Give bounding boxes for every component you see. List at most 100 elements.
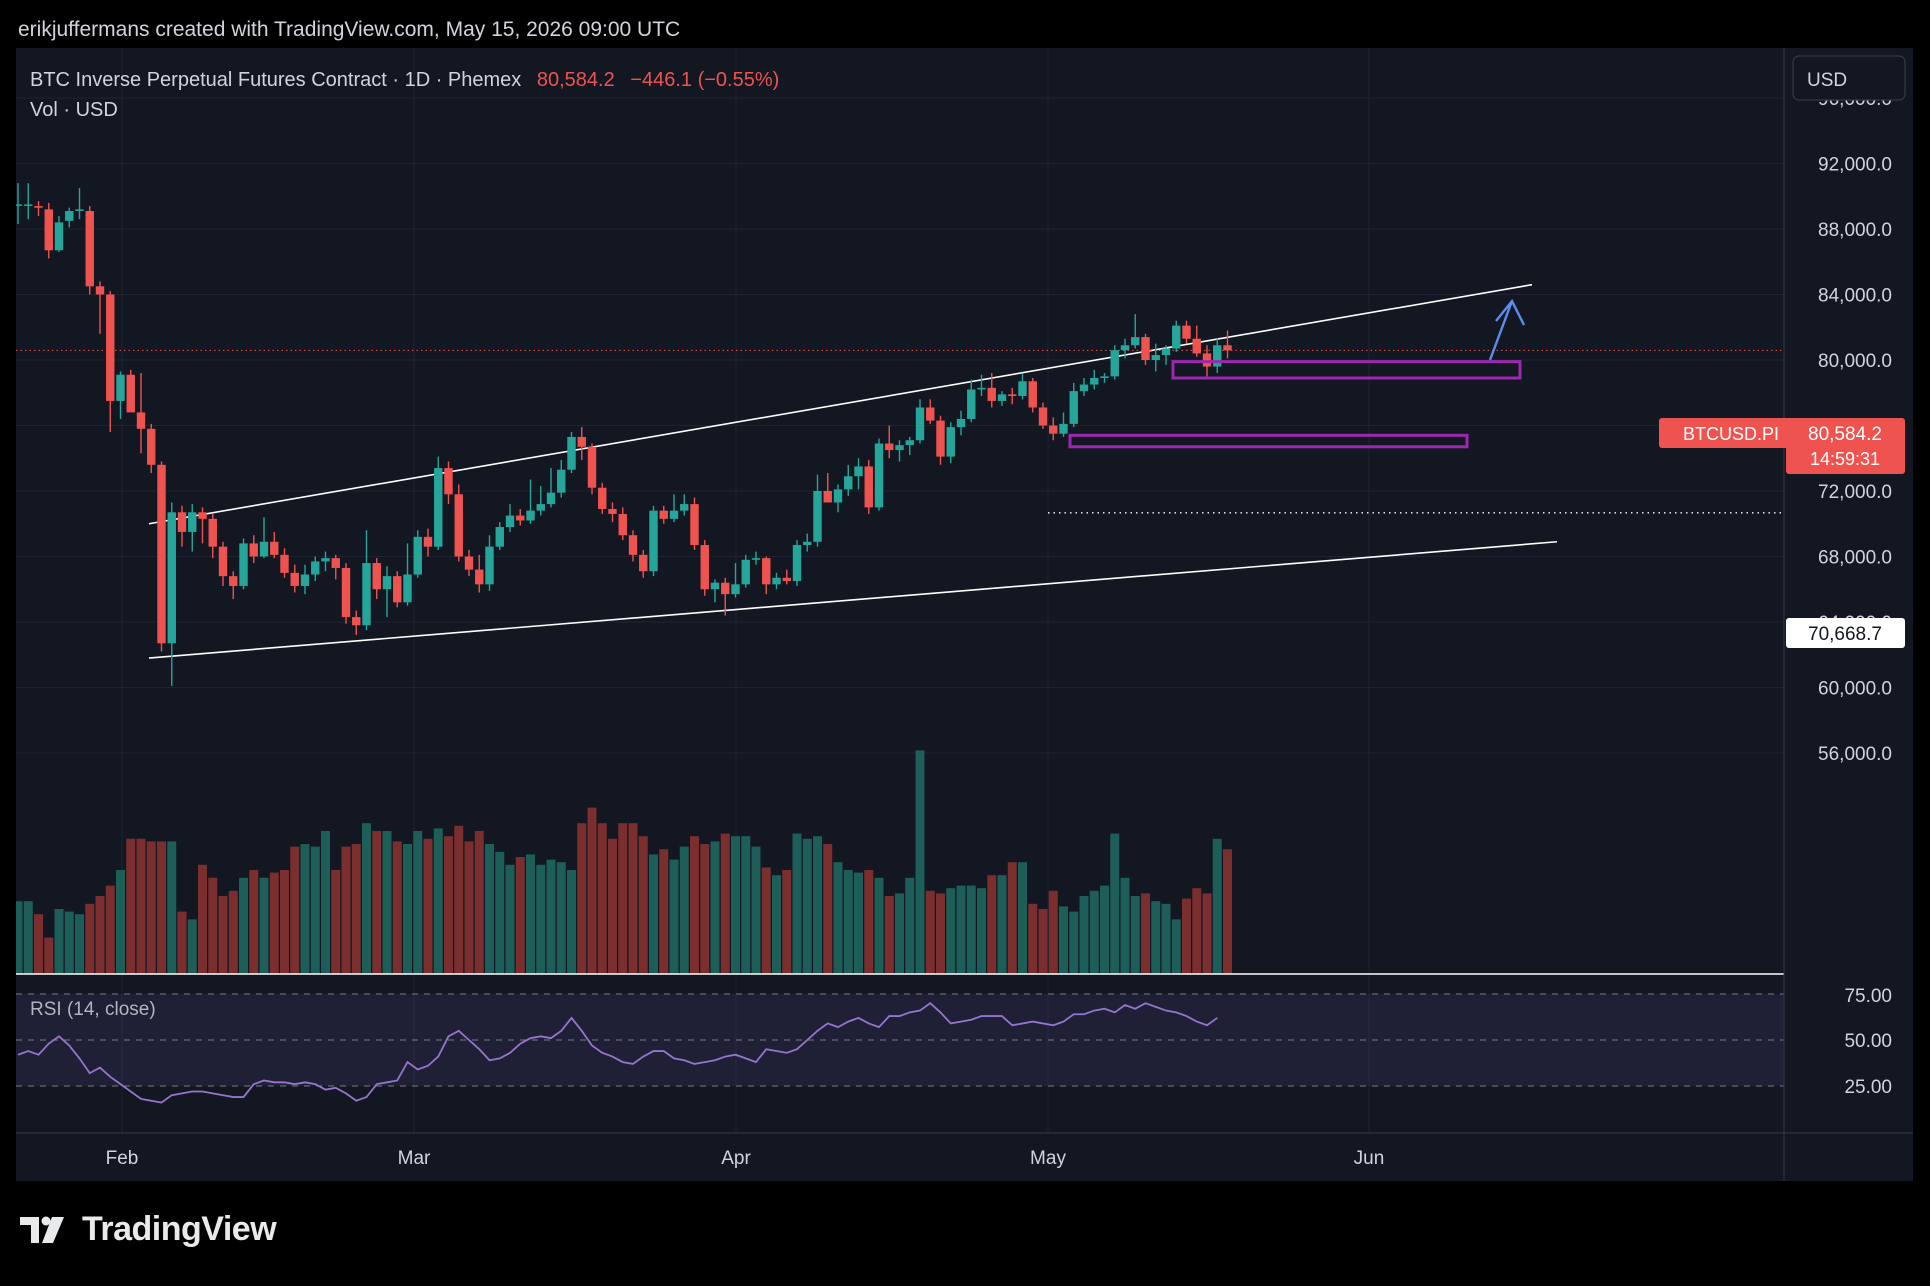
- candle-body: [413, 536, 422, 575]
- arrow-head: [1495, 298, 1526, 326]
- candle-body: [1161, 348, 1171, 356]
- volume-bar: [741, 836, 751, 974]
- rsi-tick-label: 50.00: [1844, 1031, 1892, 1052]
- volume-bars: [13, 750, 1232, 974]
- price-tick-label: 92,000.0: [1818, 155, 1892, 176]
- candle-body: [95, 286, 105, 295]
- volume-bar: [1161, 903, 1171, 974]
- volume-bar: [536, 864, 546, 974]
- volume-bar: [44, 937, 54, 974]
- candle-body: [126, 374, 135, 413]
- candle-body: [577, 436, 586, 447]
- candle-body: [280, 554, 289, 573]
- candle-body: [1172, 325, 1181, 349]
- candle-body: [864, 466, 873, 508]
- candle-body: [290, 572, 299, 586]
- volume-bar: [690, 836, 699, 974]
- candle-body: [936, 420, 945, 457]
- support-zone: [1068, 433, 1469, 449]
- ticker-tag: [1659, 418, 1803, 448]
- tradingview-logo[interactable]: TradingView: [20, 1210, 277, 1249]
- candle-body: [639, 554, 648, 572]
- volume-bar: [608, 838, 617, 974]
- volume-bar: [966, 885, 976, 974]
- candle-body: [495, 527, 504, 547]
- volume-bar: [23, 901, 33, 974]
- candle-body: [106, 294, 115, 401]
- time-tick-label: Apr: [721, 1148, 751, 1169]
- volume-bar: [823, 844, 833, 974]
- candle-body: [772, 577, 781, 585]
- last-price-tag: [1786, 418, 1905, 474]
- candle-body: [823, 491, 832, 503]
- volume-bar: [628, 823, 638, 974]
- volume-bar: [1212, 838, 1222, 974]
- volume-bar: [341, 846, 351, 974]
- candle-body: [157, 464, 166, 644]
- candle-body: [1202, 353, 1212, 367]
- candle-body: [1213, 345, 1222, 367]
- candle-body: [13, 204, 23, 206]
- candle-body: [956, 418, 966, 428]
- legend-last-price: 80,584.2: [537, 69, 615, 91]
- chart-canvas[interactable]: RSI (14, close) 96,000.092,000.088,000.0…: [13, 48, 1913, 1181]
- price-tick-label: 72,000.0: [1818, 482, 1892, 503]
- candle-body: [372, 563, 381, 590]
- candle-body: [546, 492, 556, 505]
- volume-bar: [157, 841, 166, 974]
- volume-bar: [54, 909, 64, 974]
- volume-bar: [761, 867, 771, 974]
- volume-bar: [1151, 901, 1161, 974]
- volume-bar: [198, 864, 207, 974]
- volume-bar: [751, 846, 761, 974]
- candle-body: [1059, 423, 1068, 434]
- channel-upper-line[interactable]: [148, 283, 1533, 525]
- candle-body: [1141, 337, 1150, 360]
- candle-body: [751, 558, 761, 560]
- volume-bar: [577, 823, 587, 974]
- channel-lower-line[interactable]: [148, 540, 1558, 659]
- candle-body: [1008, 394, 1017, 397]
- price-tick-label: 84,000.0: [1818, 286, 1892, 307]
- candle-body: [1038, 407, 1048, 426]
- candle-body: [24, 204, 33, 206]
- candle-body: [393, 576, 402, 603]
- projection-arrow[interactable]: [1488, 298, 1526, 361]
- candle-body: [341, 567, 351, 618]
- volume-bar: [905, 877, 915, 974]
- volume-bar: [1100, 885, 1109, 974]
- candle-body: [659, 510, 668, 519]
- candle-body: [1131, 337, 1140, 346]
- legend-symbol: BTC Inverse Perpetual Futures Contract ·…: [30, 69, 521, 91]
- candle-body: [116, 374, 125, 401]
- candle-body: [270, 541, 279, 555]
- candle-body: [731, 584, 740, 595]
- currency-button[interactable]: [1792, 55, 1906, 101]
- candle-body: [977, 387, 986, 390]
- volume-bar: [13, 901, 23, 974]
- candle-body: [813, 491, 822, 542]
- volume-bar: [720, 833, 730, 974]
- candle-body: [1182, 325, 1191, 339]
- chart-frame: RSI (14, close) 96,000.092,000.088,000.0…: [13, 48, 1913, 1181]
- candle-body: [44, 209, 53, 251]
- volume-bar: [177, 911, 187, 974]
- volume-bar: [895, 893, 904, 974]
- volume-bar: [464, 841, 474, 974]
- level-tag: [1786, 618, 1905, 648]
- candle-body: [75, 209, 84, 211]
- candle-body: [54, 222, 64, 251]
- volume-bar: [1028, 903, 1038, 974]
- volume-bar: [1018, 862, 1027, 974]
- volume-bar: [1089, 890, 1099, 974]
- volume-bar: [167, 841, 177, 974]
- volume-bar: [403, 844, 412, 974]
- volume-bar: [997, 875, 1007, 974]
- volume-bar: [413, 831, 423, 974]
- candle-body: [229, 576, 238, 586]
- candle-countdown: 14:59:31: [1810, 449, 1880, 469]
- volume-bar: [485, 844, 494, 974]
- volume-bar: [454, 825, 464, 974]
- volume-bar: [772, 875, 781, 974]
- rsi-tick-label: 25.00: [1844, 1077, 1892, 1098]
